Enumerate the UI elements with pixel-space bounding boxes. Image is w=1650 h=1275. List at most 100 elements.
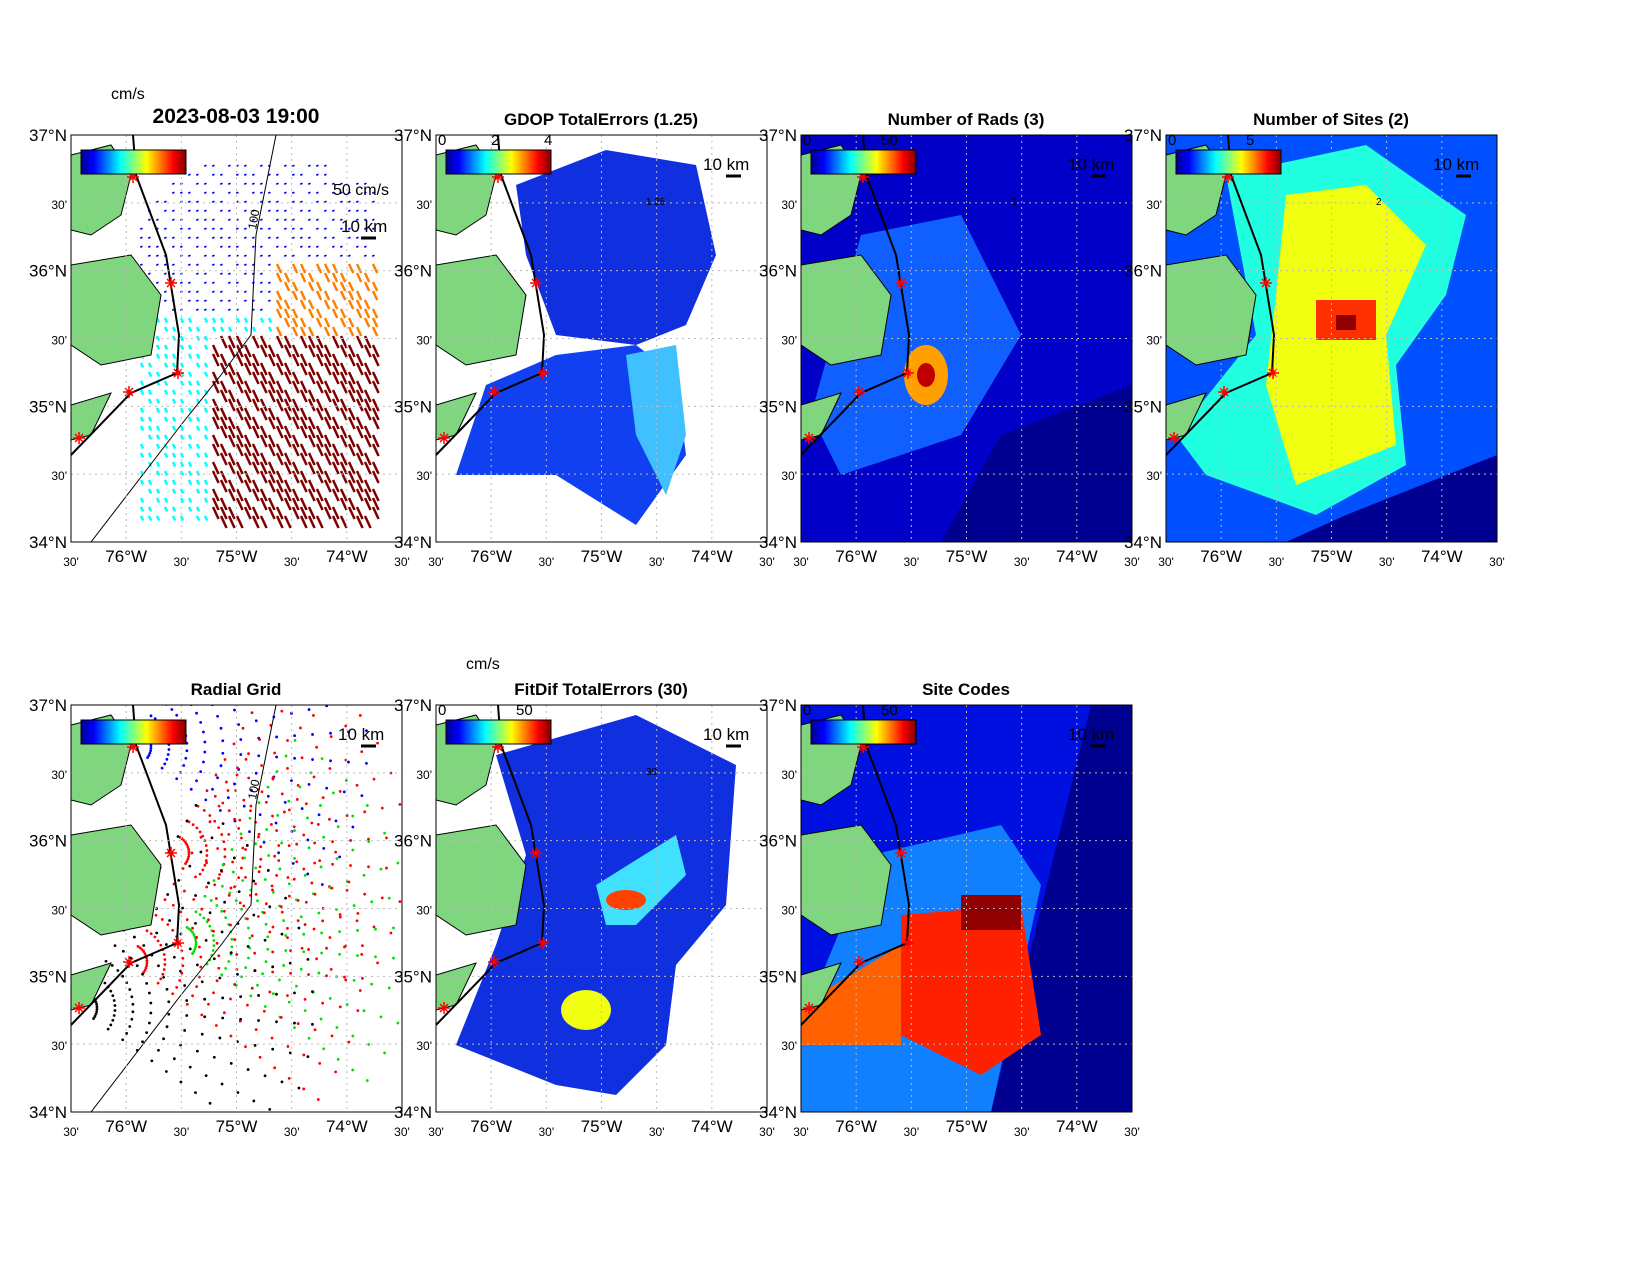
colorbar — [810, 149, 917, 175]
current-vector — [211, 308, 215, 312]
grid-point — [274, 608, 277, 611]
current-vector — [243, 389, 252, 403]
current-vector — [275, 173, 279, 177]
current-vector — [139, 236, 143, 240]
current-vector — [235, 398, 244, 412]
current-vector — [203, 515, 209, 522]
grid-point — [246, 945, 250, 948]
current-vector — [259, 164, 263, 168]
grid-point — [343, 975, 346, 979]
grid-point — [253, 1044, 257, 1047]
current-vector — [171, 272, 175, 276]
current-vector — [371, 254, 375, 258]
grid-point — [244, 757, 248, 761]
grid-point — [156, 939, 160, 943]
grid-point — [360, 953, 364, 956]
grid-point — [246, 917, 249, 921]
grid-point — [265, 575, 268, 578]
current-vector — [227, 461, 236, 475]
current-vector — [339, 200, 343, 204]
current-vector — [355, 443, 364, 457]
current-vector — [363, 452, 372, 466]
grid-point — [212, 957, 216, 961]
grid-point — [170, 708, 174, 711]
current-vector — [347, 317, 355, 328]
grid-point — [278, 978, 281, 982]
current-vector — [187, 407, 193, 414]
current-vector — [235, 407, 244, 421]
plot-area: 1.25 — [436, 135, 716, 525]
grid-point — [191, 931, 194, 934]
current-vector — [251, 209, 255, 213]
grid-point — [177, 878, 181, 882]
grid-point — [379, 867, 383, 871]
grid-point — [367, 840, 371, 843]
grid-point — [315, 957, 319, 961]
grid-point — [266, 794, 270, 798]
grid-point — [153, 717, 157, 721]
current-vector — [267, 371, 276, 385]
current-vector — [171, 191, 175, 195]
grid-point — [187, 852, 191, 856]
grid-point — [396, 861, 400, 865]
grid-point — [183, 889, 186, 893]
grid-point — [223, 847, 227, 851]
current-vector — [251, 362, 260, 376]
current-vector — [251, 389, 260, 403]
grid-point — [172, 1057, 176, 1061]
current-vector — [291, 200, 295, 204]
current-vector — [163, 299, 167, 303]
current-vector — [179, 461, 185, 468]
grid-point — [266, 785, 270, 789]
current-vector — [187, 443, 193, 450]
current-vector — [171, 506, 177, 513]
grid-point — [93, 1015, 97, 1018]
site-marker — [803, 432, 815, 444]
grid-point — [248, 830, 251, 834]
grid-point — [204, 859, 208, 862]
grid-point — [227, 893, 231, 897]
current-vector — [243, 344, 252, 358]
lat-tick: 30' — [1146, 469, 1162, 483]
grid-point — [155, 931, 159, 935]
grid-point — [405, 990, 408, 993]
lat-tick: 37°N — [759, 696, 797, 715]
grid-point — [216, 847, 220, 850]
grid-point — [212, 939, 216, 942]
lon-tick: 74°W — [326, 1117, 368, 1136]
current-vector — [179, 407, 185, 414]
current-vector — [219, 209, 223, 213]
current-vector — [219, 479, 228, 493]
grid-point — [282, 810, 286, 814]
current-vector — [323, 362, 332, 376]
current-vector — [371, 263, 379, 274]
current-vector — [347, 263, 355, 274]
current-vector — [299, 245, 303, 249]
lat-tick: 37°N — [394, 696, 432, 715]
grid-point — [95, 1002, 99, 1006]
grid-point — [351, 825, 355, 829]
current-vector — [307, 218, 311, 222]
current-vector — [331, 308, 339, 319]
grid-point — [203, 894, 207, 898]
current-vector — [339, 434, 348, 448]
current-vector — [363, 398, 372, 412]
current-vector — [291, 353, 300, 367]
current-vector — [307, 281, 315, 292]
current-vector — [163, 380, 169, 387]
grid-point — [249, 543, 252, 546]
grid-point — [203, 740, 207, 744]
grid-point — [149, 749, 153, 753]
grid-point — [283, 801, 287, 804]
current-vector — [363, 479, 372, 493]
grid-point — [204, 844, 208, 847]
current-vector — [307, 245, 311, 249]
grid-point — [245, 844, 249, 847]
grid-point — [338, 1005, 342, 1009]
current-vector — [323, 290, 331, 301]
current-vector — [347, 254, 351, 258]
grid-point — [351, 666, 354, 669]
grid-point — [352, 979, 356, 982]
current-vector — [355, 308, 363, 319]
current-vector — [163, 326, 169, 333]
